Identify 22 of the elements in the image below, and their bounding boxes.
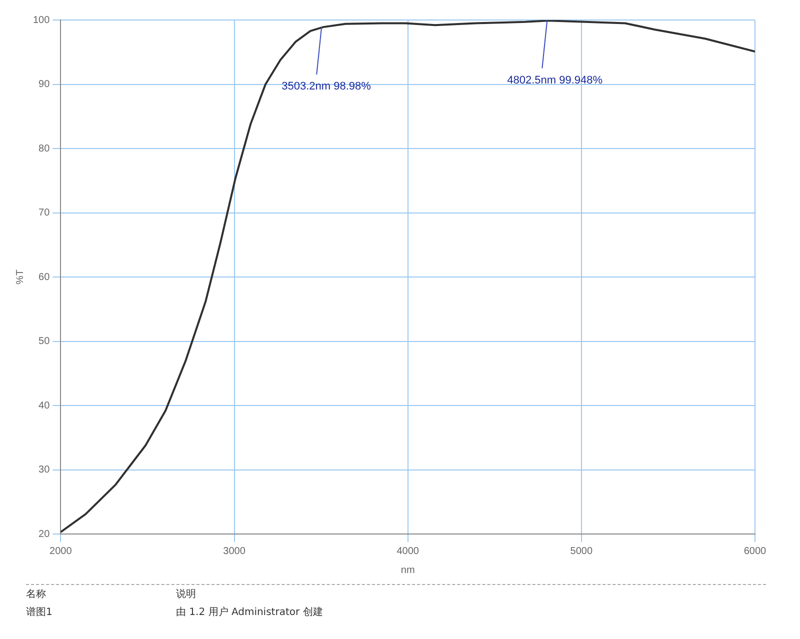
y-tick-label: 80 [38, 143, 50, 154]
text: 由 1.2 用户 Administrator 创建 [176, 606, 323, 619]
y-tick-label: 60 [38, 272, 50, 283]
text: 谱图1 [26, 606, 54, 619]
x-axis-title: nm [400, 564, 415, 576]
y-axis-title: %T [14, 270, 26, 284]
y-tick-label: 40 [38, 400, 50, 412]
x-tick-label: 2000 [50, 546, 72, 557]
y-tick-label: 30 [38, 464, 50, 476]
x-tick-label: 4000 [396, 546, 420, 557]
x-tick-label: 6000 [744, 546, 767, 557]
annotation: 3503.2nm 98.98% [282, 80, 372, 93]
annotation: 4802.5nm 99.948% [507, 74, 603, 86]
y-tick-label: 20 [38, 528, 50, 540]
text: 说明 [176, 588, 196, 601]
text: 名称 [26, 588, 47, 601]
x-tick-label: 3000 [223, 546, 246, 557]
x-tick-label: 5000 [570, 546, 593, 557]
y-tick-label: 90 [38, 79, 50, 90]
y-tick-label: 50 [38, 336, 50, 347]
y-tick-label: 70 [38, 208, 50, 218]
y-tick-label: 100 [32, 14, 50, 26]
